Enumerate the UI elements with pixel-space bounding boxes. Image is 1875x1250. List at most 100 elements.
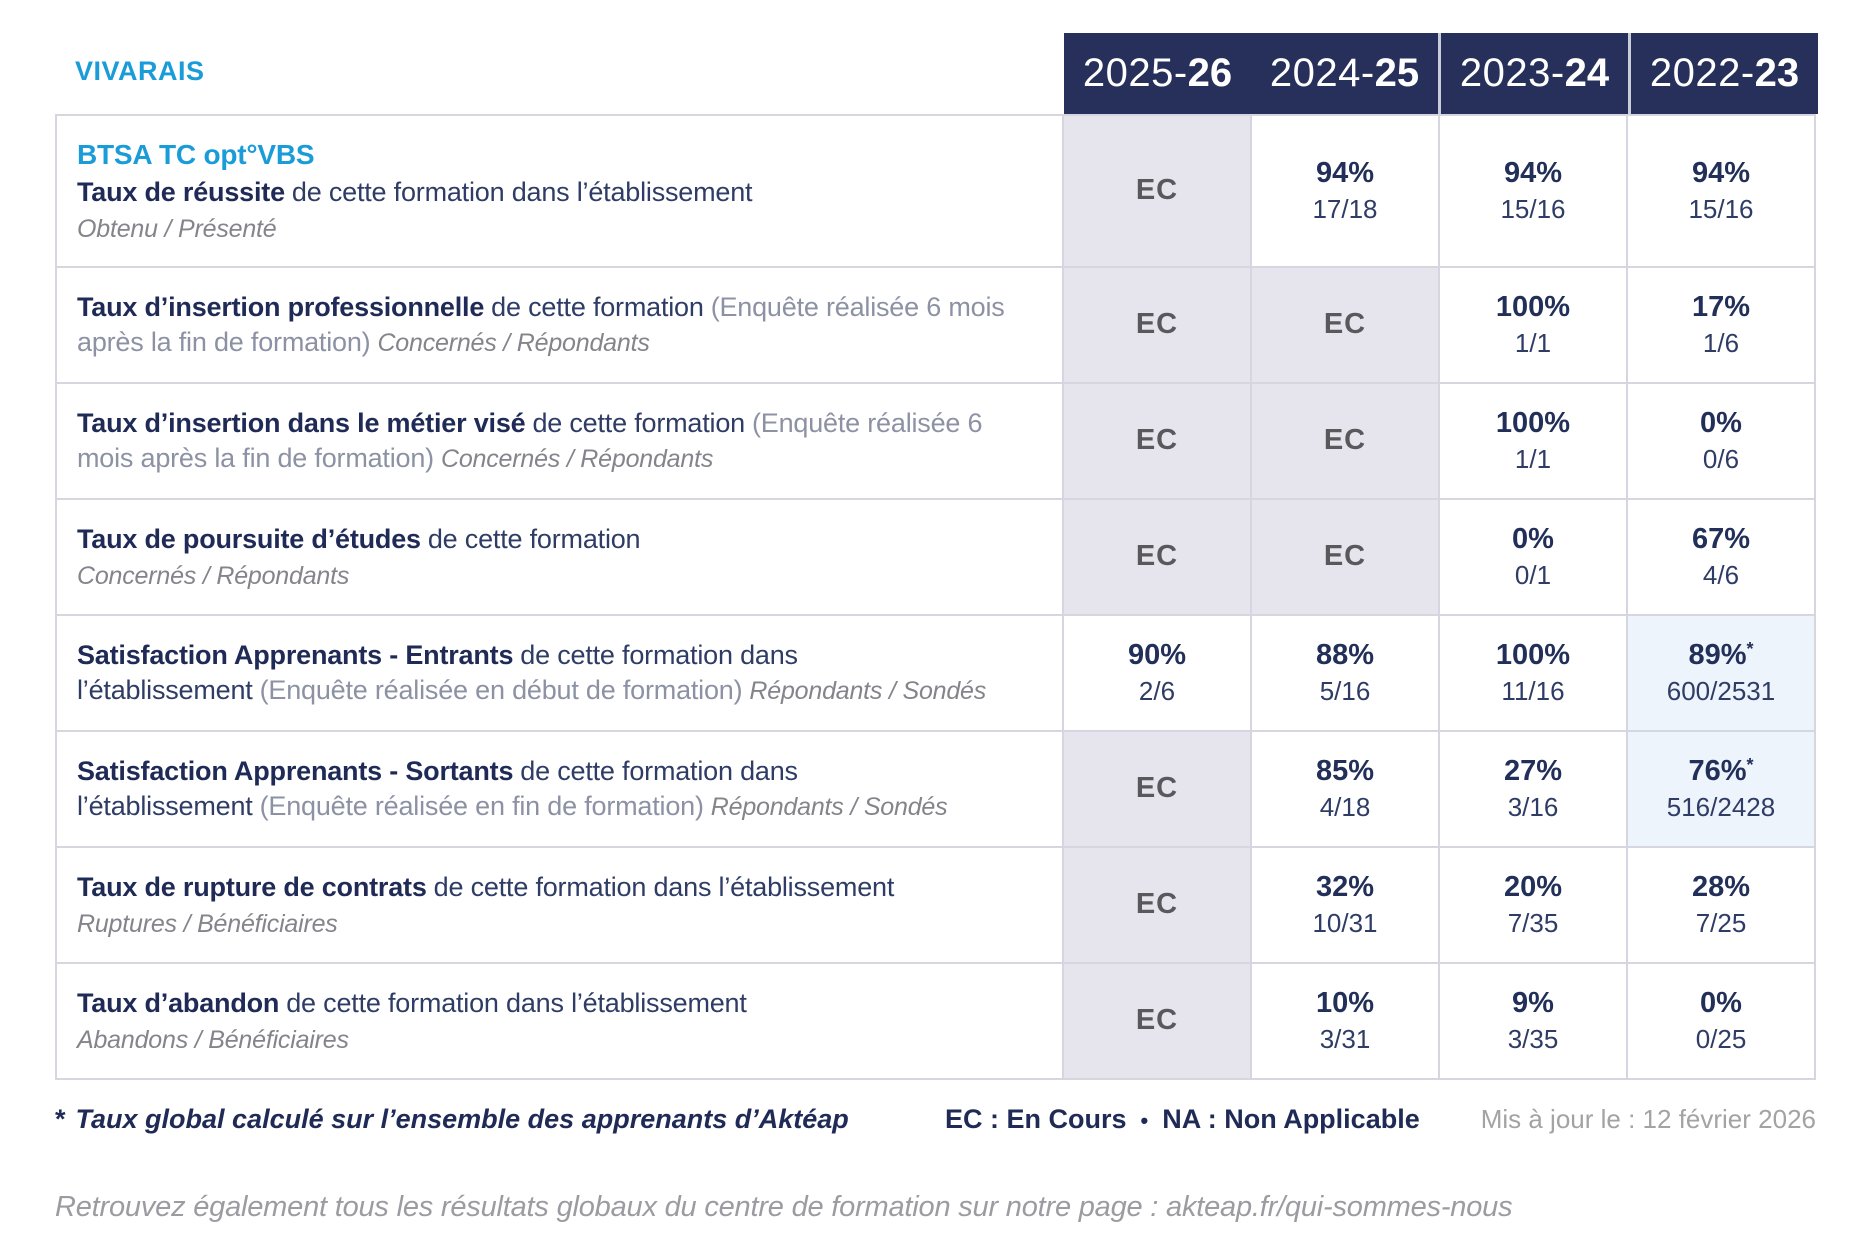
metric-label-poursuite: Taux de poursuite d’études de cette forma… xyxy=(57,500,1062,614)
year-suffix: 23 xyxy=(1754,51,1800,95)
cell-insertion-pro-2024-25: EC xyxy=(1252,268,1438,382)
metric-label-satisfaction-entrants: Satisfaction Apprenants - Entrants de cet… xyxy=(57,616,1062,730)
fraction-value: 1/1 xyxy=(1514,443,1552,474)
metric-paren: (Enquête réalisée en fin de formation) xyxy=(259,791,704,821)
percent-value: 100% xyxy=(1495,639,1571,672)
fraction-value: 1/6 xyxy=(1702,327,1740,358)
percent-value: 28% xyxy=(1691,871,1751,904)
legend-ec: EC : En Cours xyxy=(945,1104,1127,1134)
fraction-value: 7/35 xyxy=(1507,907,1559,938)
cell-satisfaction-entrants-2025-26: 90% 2/6 xyxy=(1064,616,1250,730)
cell-poursuite-2025-26: EC xyxy=(1064,500,1250,614)
metric-desc: de cette formation dans l’établissement xyxy=(286,988,747,1019)
cell-satisfaction-sortants-2024-25: 85% 4/18 xyxy=(1252,732,1438,846)
fraction-value: 3/31 xyxy=(1319,1023,1371,1054)
percent-value: 27% xyxy=(1503,755,1563,788)
fraction-value: 3/16 xyxy=(1507,791,1559,822)
metric-desc: de cette formation dans l’établissement xyxy=(433,872,895,903)
percent-value: 20% xyxy=(1503,871,1563,904)
cell-satisfaction-entrants-2024-25: 88% 5/16 xyxy=(1252,616,1438,730)
bullet-separator: • xyxy=(1140,1108,1149,1133)
metric-desc: de cette formation dans l’établissement xyxy=(77,756,798,821)
fraction-value: 4/6 xyxy=(1702,559,1740,590)
percent-value: 88% xyxy=(1315,639,1375,672)
metric-title: Satisfaction Apprenants - Entrants xyxy=(77,640,514,671)
last-updated-date: Mis à jour le : 12 février 2026 xyxy=(1480,1104,1816,1134)
percent-value: 89% xyxy=(1688,639,1747,672)
cell-satisfaction-sortants-2023-24: 27% 3/16 xyxy=(1440,732,1626,846)
ec-value: EC xyxy=(1135,772,1179,805)
cell-reussite-2024-25: 94% 17/18 xyxy=(1252,116,1438,266)
percent-value: 94% xyxy=(1691,157,1751,190)
cell-abandon-2024-25: 10% 3/31 xyxy=(1252,964,1438,1078)
ec-value: EC xyxy=(1135,1004,1179,1037)
metric-desc: de cette formation dans l’établissement xyxy=(291,177,753,208)
brand-area: VIVARAIS xyxy=(55,33,1064,114)
metric-desc: de cette formation dans l’établissement xyxy=(77,640,798,705)
ec-value: EC xyxy=(1135,888,1179,921)
global-results-note: Retrouvez également tous les résultats g… xyxy=(55,1191,1513,1223)
year-prefix: 2025- xyxy=(1082,51,1188,95)
metric-text: Taux d’insertion dans le métier visé de c… xyxy=(77,406,1040,475)
metric-sub: Ruptures / Bénéficiaires xyxy=(77,909,338,938)
metric-title: Taux de poursuite d’études xyxy=(77,524,421,555)
fraction-value: 0/25 xyxy=(1695,1023,1747,1054)
percent-value: 100% xyxy=(1495,407,1571,440)
fraction-value: 5/16 xyxy=(1319,675,1371,706)
ec-value: EC xyxy=(1323,424,1367,457)
cell-satisfaction-sortants-2025-26: EC xyxy=(1064,732,1250,846)
fraction-value: 3/35 xyxy=(1507,1023,1559,1054)
fraction-value: 600/2531 xyxy=(1666,675,1776,706)
ec-value: EC xyxy=(1135,540,1179,573)
column-header-2024-25: 2024- 25 xyxy=(1251,33,1438,114)
metric-desc: de cette formation xyxy=(532,408,745,439)
percent-value: 32% xyxy=(1315,871,1375,904)
cell-insertion-pro-2025-26: EC xyxy=(1064,268,1250,382)
cell-abandon-2025-26: EC xyxy=(1064,964,1250,1078)
cell-satisfaction-entrants-2022-23: 89%* 600/2531 xyxy=(1628,616,1814,730)
cell-insertion-metier-2023-24: 100% 1/1 xyxy=(1440,384,1626,498)
cell-insertion-metier-2024-25: EC xyxy=(1252,384,1438,498)
cell-rupture-2022-23: 28% 7/25 xyxy=(1628,848,1814,962)
percent-value: 94% xyxy=(1503,157,1563,190)
cell-insertion-pro-2022-23: 17% 1/6 xyxy=(1628,268,1814,382)
metric-sub: Concernés / Répondants xyxy=(440,445,714,473)
ec-value: EC xyxy=(1323,540,1367,573)
metric-label-reussite: BTSA TC opt°VBS Taux de réussite de cette… xyxy=(57,116,1062,266)
fraction-value: 11/16 xyxy=(1501,675,1565,706)
metric-title: Taux de rupture de contrats xyxy=(77,872,427,903)
fraction-value: 10/31 xyxy=(1312,907,1378,938)
metric-text: Taux de poursuite d’études de cette forma… xyxy=(77,522,1040,592)
metric-text: Taux de réussite de cette formation dans … xyxy=(77,175,1040,245)
metric-sub: Obtenu / Présenté xyxy=(77,214,277,243)
results-table: BTSA TC opt°VBS Taux de réussite de cette… xyxy=(55,114,1816,1080)
footnote-asterisk: * xyxy=(1746,639,1754,660)
metric-label-insertion-pro: Taux d’insertion professionnelle de cette… xyxy=(57,268,1062,382)
percent-value: 85% xyxy=(1315,755,1375,788)
metric-title: Satisfaction Apprenants - Sortants xyxy=(77,756,514,787)
metric-desc: de cette formation xyxy=(427,524,641,555)
ec-value: EC xyxy=(1135,174,1179,207)
fraction-value: 1/1 xyxy=(1514,327,1552,358)
fraction-value: 0/1 xyxy=(1514,559,1552,590)
metric-sub: Répondants / Sondés xyxy=(749,677,987,705)
year-suffix: 25 xyxy=(1374,51,1420,95)
year-suffix: 24 xyxy=(1564,51,1610,95)
ec-value: EC xyxy=(1135,424,1179,457)
metric-text: Taux d’insertion professionnelle de cette… xyxy=(77,290,1040,359)
cell-insertion-pro-2023-24: 100% 1/1 xyxy=(1440,268,1626,382)
cell-insertion-metier-2025-26: EC xyxy=(1064,384,1250,498)
percent-value: 0% xyxy=(1700,407,1742,440)
fraction-value: 7/25 xyxy=(1695,907,1747,938)
metric-sub: Concernés / Répondants xyxy=(77,561,350,590)
metric-sub: Répondants / Sondés xyxy=(710,793,948,821)
year-columns-header: 2025- 26 2024- 25 2023- 24 2022- 23 xyxy=(1064,33,1818,114)
percent-value: 90% xyxy=(1127,639,1187,672)
ec-value: EC xyxy=(1135,308,1179,341)
ec-value: EC xyxy=(1323,308,1367,341)
fraction-value: 516/2428 xyxy=(1666,791,1776,822)
metric-title: Taux d’abandon xyxy=(77,988,280,1019)
metric-desc: de cette formation xyxy=(491,292,704,323)
percent-value: 76% xyxy=(1688,755,1747,788)
metric-text: Satisfaction Apprenants - Sortants de cet… xyxy=(77,754,1040,823)
